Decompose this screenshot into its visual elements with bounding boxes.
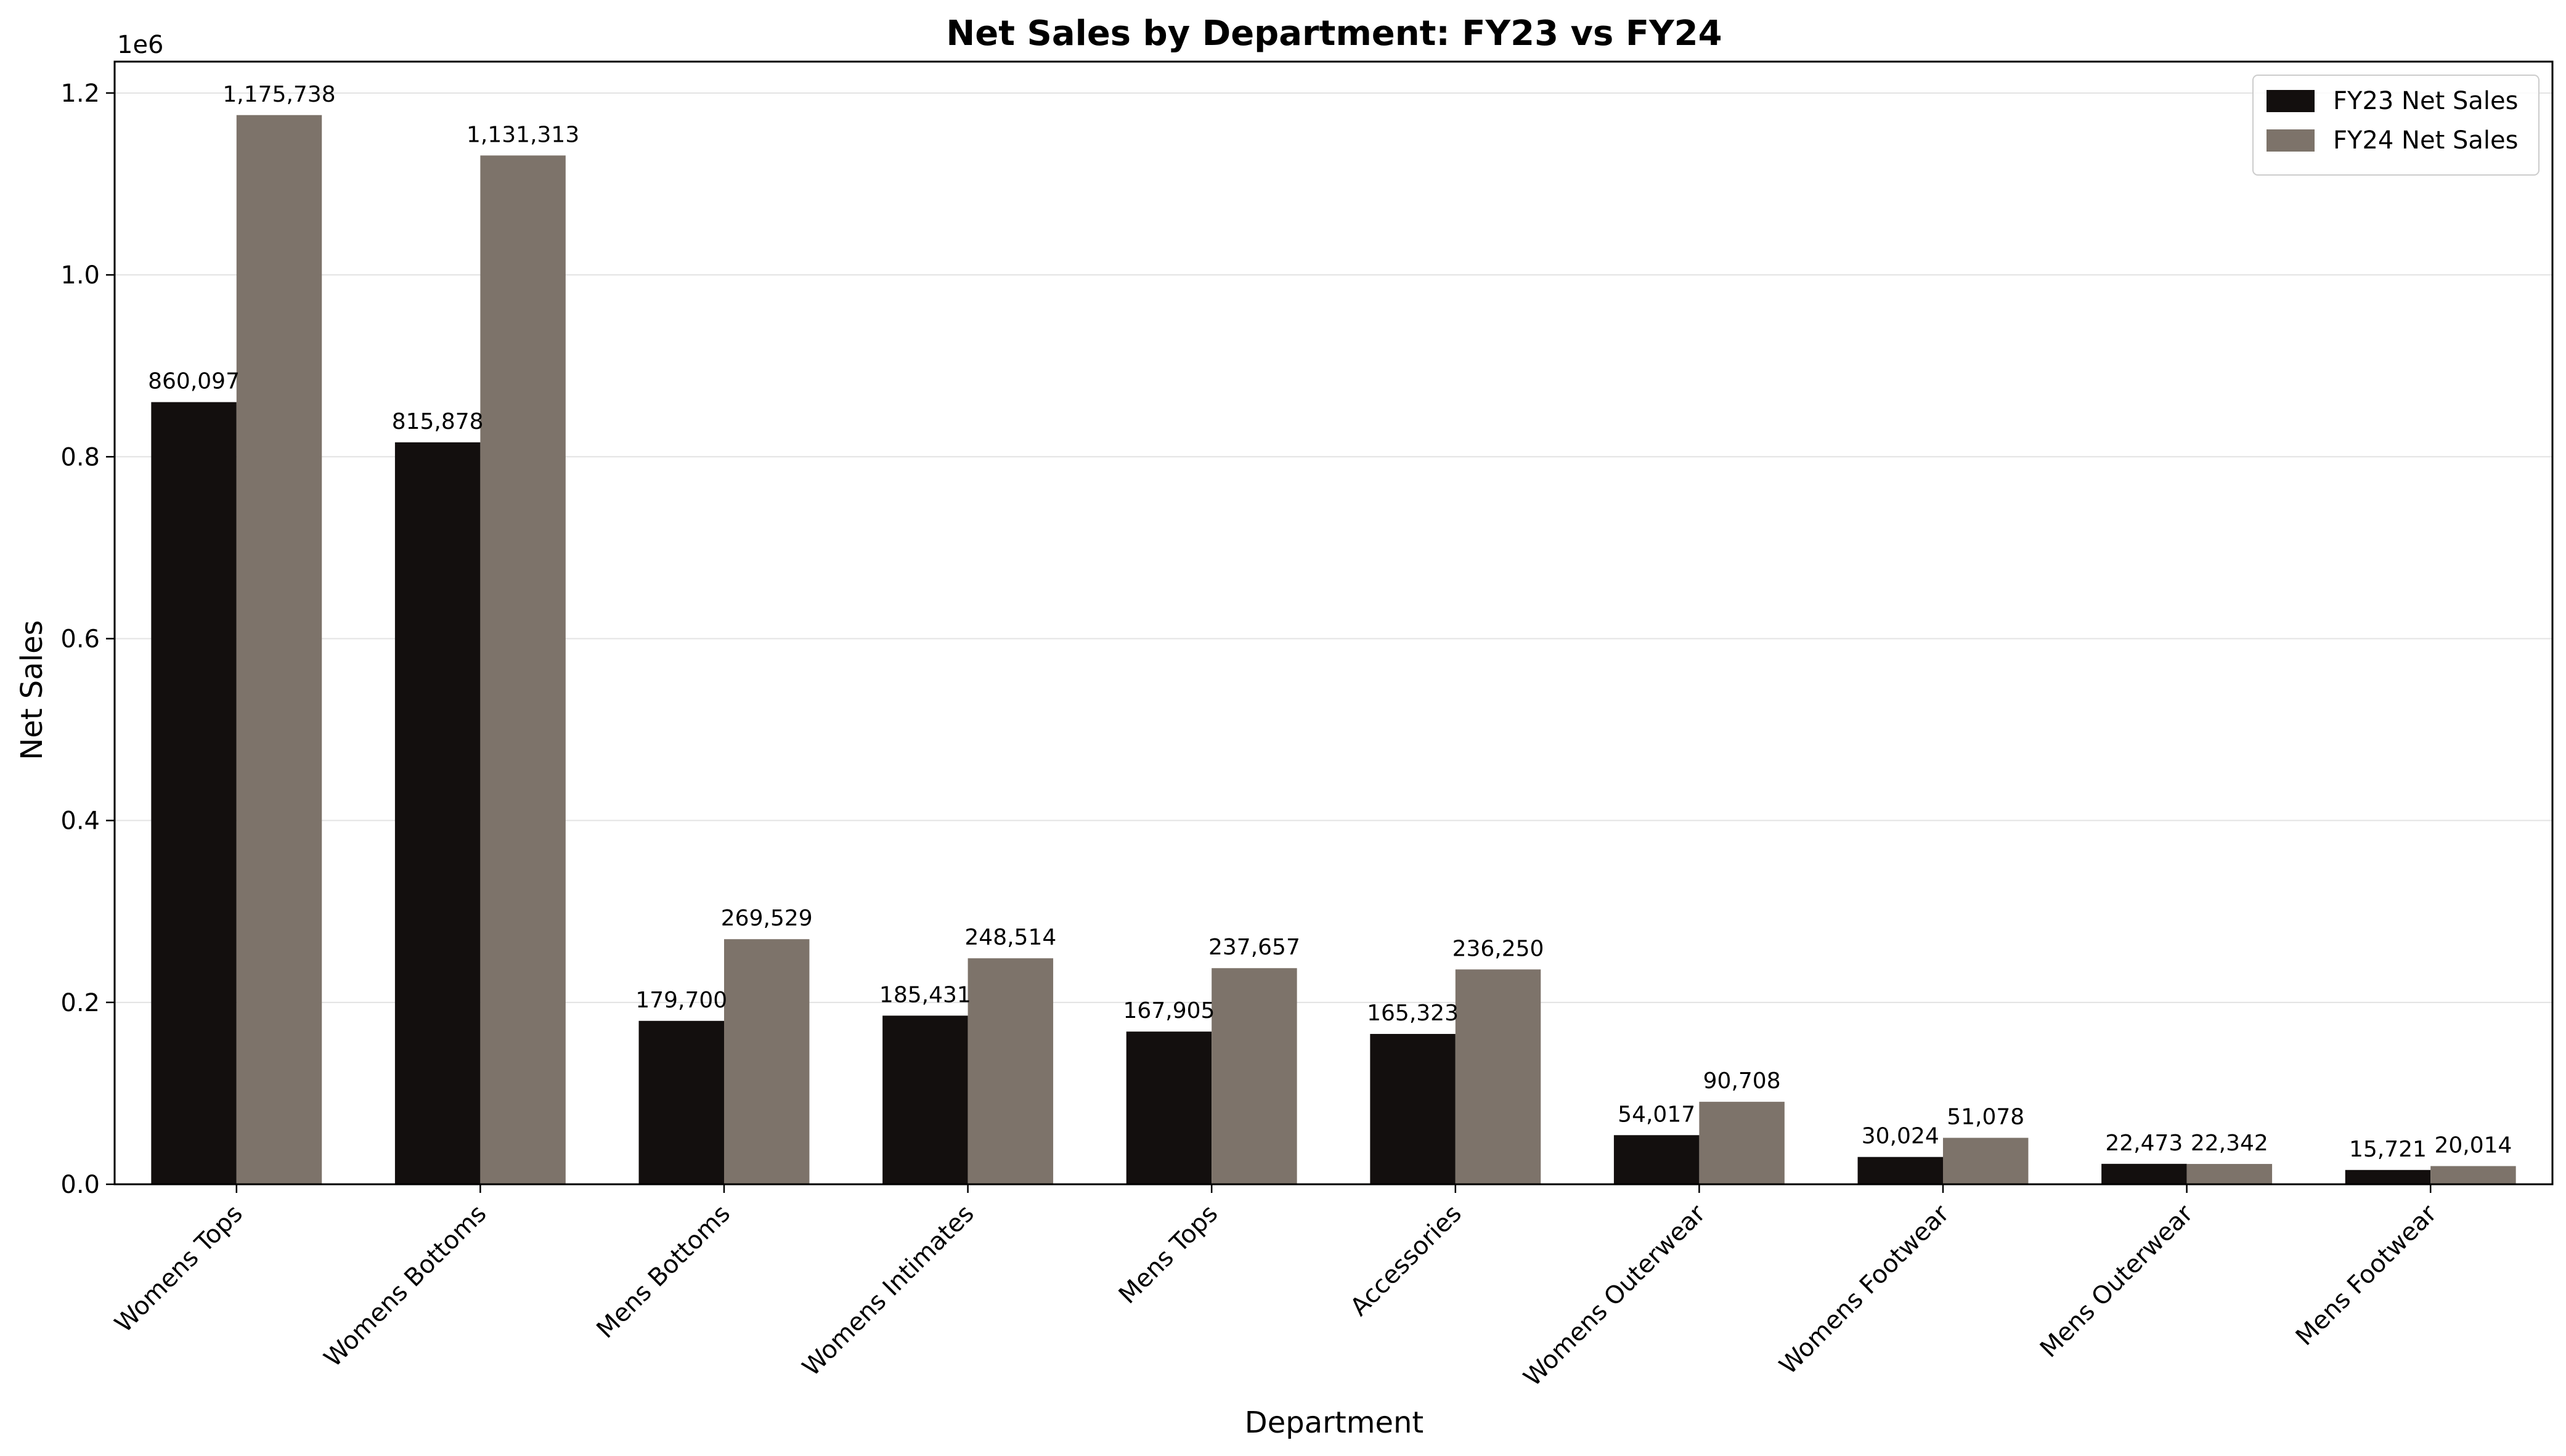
bar-fy23 — [2345, 1169, 2431, 1184]
bar-value-label: 30,024 — [1862, 1124, 1939, 1149]
x-tick-label: Womens Outerwear — [1518, 1199, 1711, 1392]
bar-fy24 — [480, 155, 566, 1184]
legend-box — [2252, 75, 2540, 176]
bar-value-label: 54,017 — [1618, 1102, 1695, 1127]
bar-fy24 — [1212, 968, 1297, 1184]
x-axis-title: Department — [1245, 1405, 1424, 1440]
bar-fy24 — [2186, 1164, 2273, 1184]
plot-frame — [113, 60, 2554, 1186]
y-tick-label: 0.4 — [60, 807, 100, 836]
bar-value-label: 167,905 — [1123, 998, 1215, 1023]
bar-fy23 — [2101, 1163, 2187, 1184]
x-tick-label: Womens Tops — [110, 1200, 248, 1338]
bar-fy24 — [724, 939, 810, 1184]
x-tick-label: Womens Bottoms — [319, 1200, 492, 1373]
y-tick-label: 0.0 — [60, 1171, 100, 1199]
legend-label: FY24 Net Sales — [2333, 126, 2518, 155]
bar-fy24 — [967, 958, 1054, 1184]
bar-fy23 — [882, 1015, 968, 1184]
bar-value-label: 1,175,738 — [222, 82, 335, 107]
bar-fy24 — [1455, 969, 1541, 1184]
bar-fy23 — [151, 402, 237, 1184]
y-axis-title: Net Sales — [15, 620, 49, 760]
legend: FY23 Net Sales FY24 Net Sales — [2252, 75, 2540, 176]
bar-value-label: 815,878 — [392, 409, 484, 434]
legend-label: FY23 Net Sales — [2333, 87, 2518, 115]
x-tick-label: Mens Tops — [1114, 1200, 1223, 1309]
x-tick-label: Mens Outerwear — [2035, 1199, 2199, 1363]
bar-value-label: 1,131,313 — [466, 122, 579, 147]
bar-value-label: 248,514 — [964, 925, 1056, 950]
bar-fy24 — [2430, 1166, 2516, 1184]
bar-fy24 — [236, 115, 322, 1184]
bar-value-label: 237,657 — [1208, 935, 1300, 960]
y-tick-label: 1.2 — [60, 79, 100, 108]
bar-value-label: 90,708 — [1703, 1068, 1781, 1094]
x-tick-label: Womens Intimates — [797, 1200, 980, 1382]
y-axis-offset-text: 1e6 — [117, 31, 164, 59]
bar-value-label: 269,529 — [721, 906, 813, 931]
y-tick-label: 1.0 — [60, 261, 100, 290]
y-tick-label: 0.2 — [60, 989, 100, 1017]
bar-fy23 — [1857, 1157, 1943, 1184]
chart-title: Net Sales by Department: FY23 vs FY24 — [946, 14, 1722, 54]
bar-fy24 — [1943, 1137, 2029, 1184]
bar-fy23 — [1613, 1135, 1700, 1184]
x-tick-label: Womens Footwear — [1774, 1199, 1955, 1380]
bar-fy23 — [394, 442, 481, 1184]
bar-value-label: 22,342 — [2191, 1131, 2268, 1156]
bar-value-label: 179,700 — [635, 988, 727, 1013]
bar-fy23 — [638, 1020, 724, 1184]
bar-fy24 — [1699, 1102, 1785, 1184]
legend-swatch — [2267, 90, 2315, 112]
y-tick-label: 0.8 — [60, 443, 100, 471]
bar-value-label: 15,721 — [2349, 1137, 2427, 1162]
bar-value-label: 236,250 — [1452, 936, 1544, 961]
data-labels: 860,097 1,175,738 815,878 1,131,313 179,700 2… — [148, 82, 2512, 1162]
bar-value-label: 185,431 — [879, 982, 971, 1007]
bar-value-label: 22,473 — [2105, 1131, 2183, 1156]
y-tick-label: 0.6 — [60, 625, 100, 653]
bar-value-label: 165,323 — [1367, 1001, 1459, 1026]
legend-swatch — [2267, 129, 2315, 152]
bar-fy23 — [1126, 1031, 1212, 1184]
x-tick-label: Mens Bottoms — [592, 1200, 736, 1344]
x-tick-label: Mens Footwear — [2291, 1199, 2443, 1351]
bar-value-label: 51,078 — [1947, 1105, 2024, 1130]
bar-value-label: 20,014 — [2434, 1133, 2512, 1158]
x-tick-label: Accessories — [1345, 1200, 1467, 1322]
bar-value-label: 860,097 — [148, 369, 240, 394]
bars — [151, 115, 2516, 1184]
bar-fy23 — [1370, 1034, 1456, 1184]
